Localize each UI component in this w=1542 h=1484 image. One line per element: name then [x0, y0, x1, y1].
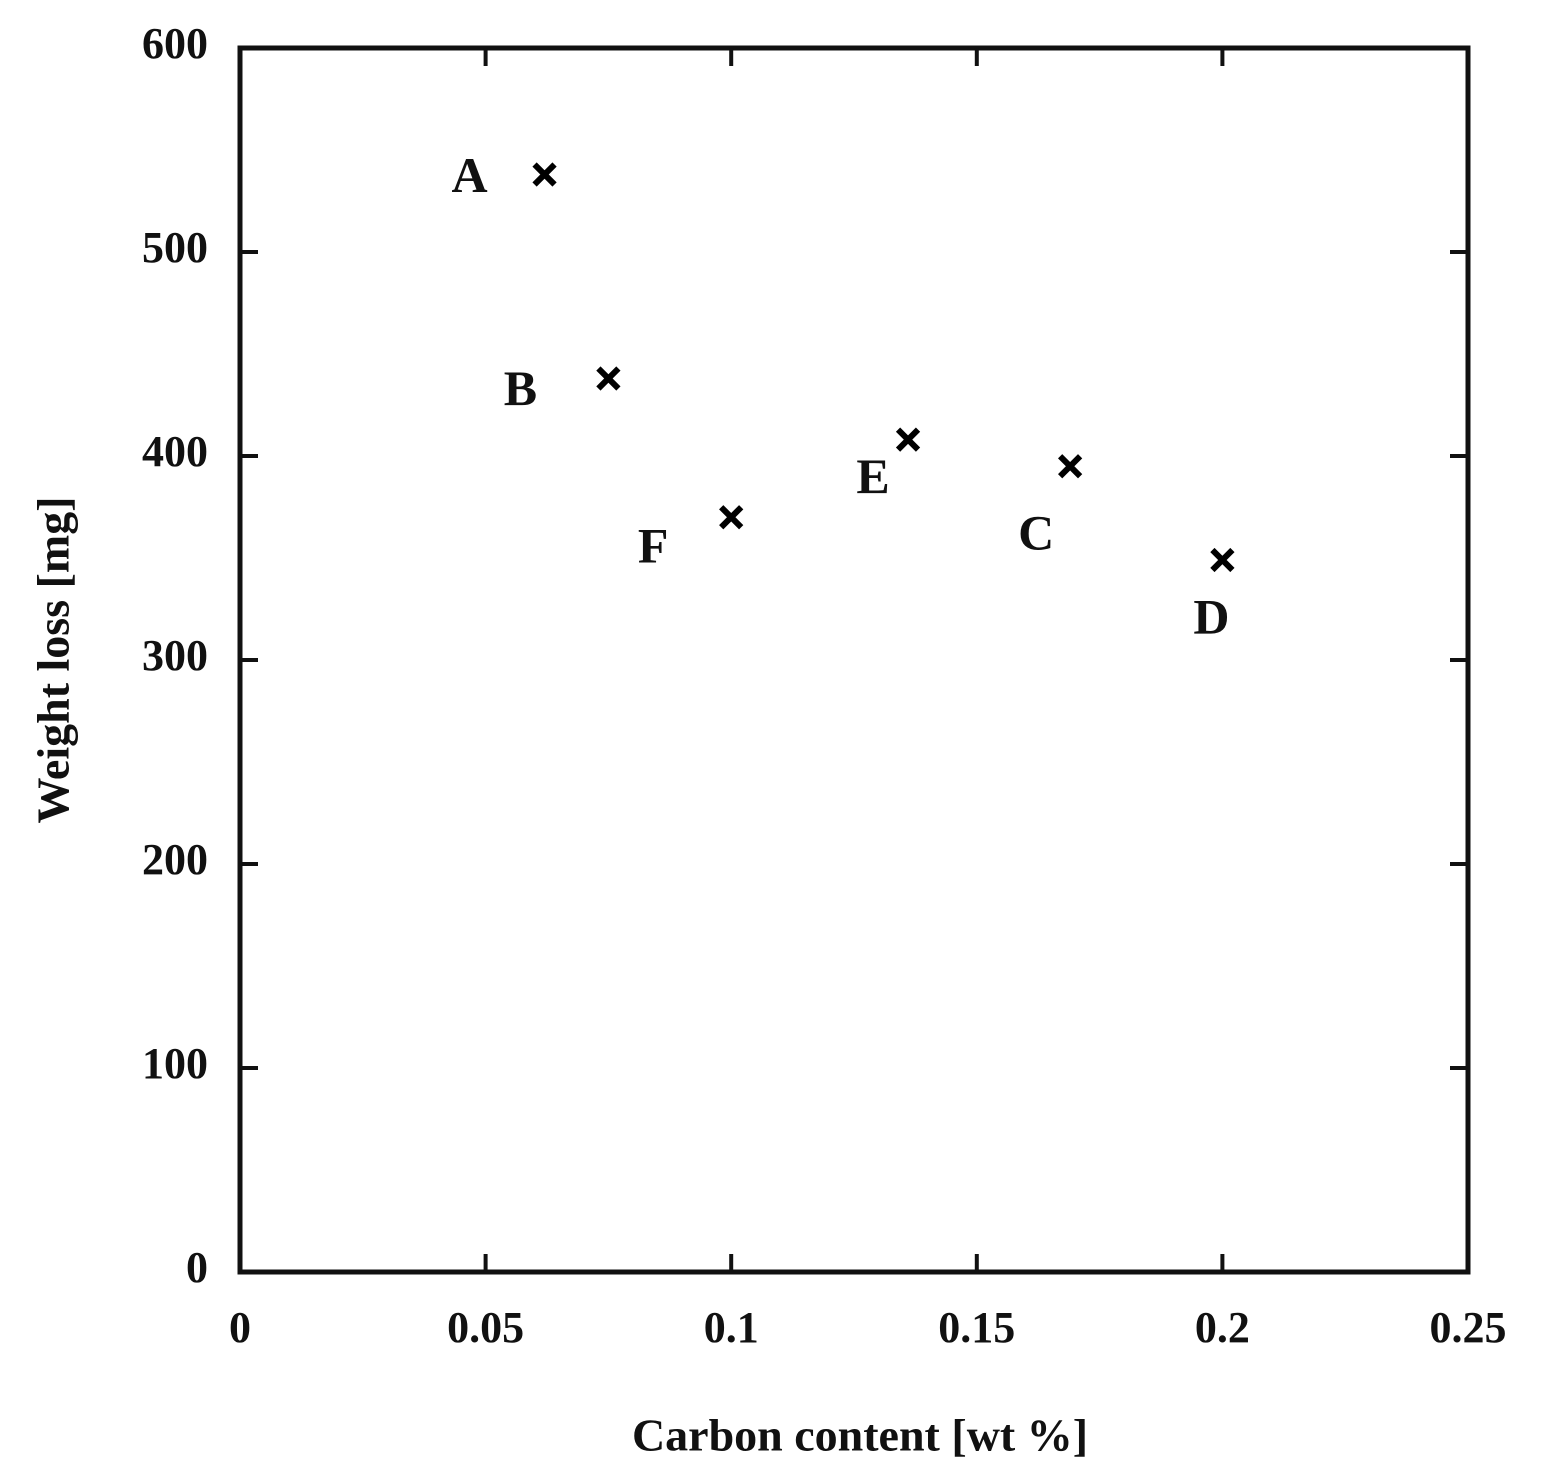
- x-tick-label: 0.15: [938, 1303, 1015, 1352]
- y-tick-label: 0: [186, 1243, 208, 1292]
- x-tick-label: 0.2: [1195, 1303, 1250, 1352]
- point: [532, 162, 557, 187]
- point-label: E: [856, 448, 889, 504]
- x-tick-label: 0: [229, 1303, 251, 1352]
- point-label: B: [504, 360, 537, 416]
- point: [1058, 454, 1083, 479]
- point: [596, 366, 621, 391]
- point-label: A: [451, 147, 487, 203]
- y-tick-label: 200: [142, 835, 208, 884]
- y-axis-title: Weight loss [mg]: [28, 496, 79, 823]
- plot-frame: [237, 45, 1471, 1275]
- x-axis-title: Carbon content [wt %]: [632, 1410, 1088, 1461]
- y-tick-label: 500: [142, 223, 208, 272]
- point: [895, 427, 921, 452]
- point-label: F: [638, 518, 669, 574]
- y-tick-label: 300: [142, 631, 208, 680]
- x-tick-label: 0.05: [447, 1303, 524, 1352]
- y-tick-label: 600: [142, 19, 208, 68]
- point-label: D: [1193, 589, 1229, 645]
- x-tick-label: 0.25: [1430, 1303, 1507, 1352]
- point: [1210, 547, 1235, 573]
- x-tick-label: 0.1: [704, 1303, 759, 1352]
- y-tick-label: 100: [142, 1039, 208, 1088]
- y-tick-label: 400: [142, 427, 208, 476]
- point-label: C: [1018, 505, 1054, 561]
- point: [719, 505, 744, 530]
